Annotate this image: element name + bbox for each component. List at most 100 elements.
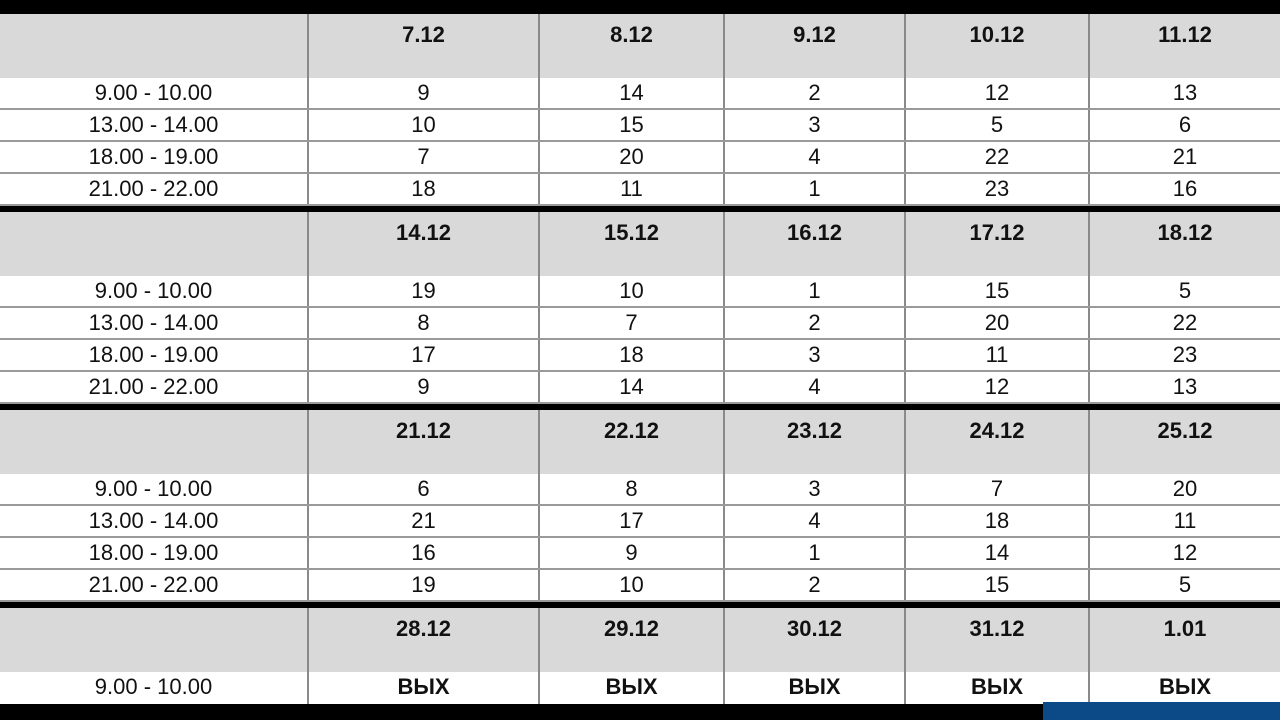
value-cell[interactable]: 12 xyxy=(906,78,1090,108)
date-header-cell[interactable]: 1.01 xyxy=(1163,616,1207,641)
date-header-cell[interactable]: 18.12 xyxy=(1157,220,1213,245)
time-slot-cell[interactable]: 13.00 - 14.00 xyxy=(0,110,309,140)
value-cell[interactable]: 23 xyxy=(906,174,1090,204)
time-slot-cell[interactable]: 18.00 - 19.00 xyxy=(0,142,309,172)
value-cell[interactable]: 19 xyxy=(309,276,540,306)
value-cell[interactable]: 6 xyxy=(1178,112,1192,137)
time-slot-cell[interactable]: 18.00 - 19.00 xyxy=(0,538,309,568)
value-cell[interactable]: 20 xyxy=(1172,476,1198,501)
date-header-cell[interactable]: 28.12 xyxy=(309,608,540,672)
value-cell[interactable]: 8 xyxy=(309,308,540,338)
time-slot-cell[interactable]: 9.00 - 10.00 xyxy=(0,78,309,108)
value-cell[interactable]: 9 xyxy=(309,372,540,402)
value-cell[interactable]: 11 xyxy=(1173,508,1197,533)
date-header-cell[interactable]: 16.12 xyxy=(725,212,906,276)
time-slot-cell[interactable]: 9.00 - 10.00 xyxy=(0,276,309,306)
value-cell[interactable]: 2 xyxy=(725,308,906,338)
date-header-cell[interactable]: 14.12 xyxy=(309,212,540,276)
value-cell[interactable]: 7 xyxy=(309,142,540,172)
corner-cell[interactable] xyxy=(0,410,309,474)
value-cell[interactable]: 14 xyxy=(540,372,725,402)
value-cell[interactable]: 15 xyxy=(906,276,1090,306)
date-header-cell[interactable]: 31.12 xyxy=(906,608,1090,672)
value-cell[interactable]: 17 xyxy=(540,506,725,536)
value-cell[interactable]: ВЫХ xyxy=(540,672,725,704)
value-cell[interactable]: 10 xyxy=(309,110,540,140)
value-cell[interactable]: 10 xyxy=(540,570,725,600)
value-cell[interactable]: 4 xyxy=(725,506,906,536)
time-slot-cell[interactable]: 13.00 - 14.00 xyxy=(0,506,309,536)
value-cell[interactable]: 9 xyxy=(540,538,725,568)
value-cell[interactable]: 3 xyxy=(725,110,906,140)
value-cell[interactable]: 14 xyxy=(906,538,1090,568)
value-cell[interactable]: 7 xyxy=(906,474,1090,504)
date-header-cell[interactable]: 29.12 xyxy=(540,608,725,672)
value-cell[interactable]: 4 xyxy=(725,372,906,402)
date-header-cell[interactable]: 8.12 xyxy=(540,14,725,78)
date-header-cell[interactable]: 10.12 xyxy=(906,14,1090,78)
value-cell[interactable]: 3 xyxy=(725,474,906,504)
value-cell[interactable]: 20 xyxy=(540,142,725,172)
date-header-cell[interactable]: 17.12 xyxy=(906,212,1090,276)
value-cell[interactable]: 1 xyxy=(725,174,906,204)
value-cell[interactable]: 22 xyxy=(1172,310,1198,335)
value-cell[interactable]: 8 xyxy=(540,474,725,504)
time-slot-cell[interactable]: 21.00 - 22.00 xyxy=(0,372,309,402)
value-cell[interactable]: 9 xyxy=(309,78,540,108)
value-cell[interactable]: ВЫХ xyxy=(906,672,1090,704)
value-cell[interactable]: 12 xyxy=(1172,540,1198,565)
time-slot-cell[interactable]: 13.00 - 14.00 xyxy=(0,308,309,338)
value-cell[interactable]: 10 xyxy=(540,276,725,306)
corner-cell[interactable] xyxy=(0,608,309,672)
value-cell[interactable]: 18 xyxy=(906,506,1090,536)
value-cell[interactable]: 5 xyxy=(1178,572,1192,597)
value-cell[interactable]: 18 xyxy=(540,340,725,370)
time-slot-cell[interactable]: 9.00 - 10.00 xyxy=(0,672,309,704)
value-cell[interactable]: 17 xyxy=(309,340,540,370)
corner-cell[interactable] xyxy=(0,212,309,276)
value-cell[interactable]: 20 xyxy=(906,308,1090,338)
value-cell[interactable]: 14 xyxy=(540,78,725,108)
value-cell[interactable]: ВЫХ xyxy=(1158,674,1212,699)
value-cell[interactable]: 6 xyxy=(309,474,540,504)
value-cell[interactable]: 2 xyxy=(725,78,906,108)
date-header-cell[interactable]: 15.12 xyxy=(540,212,725,276)
value-cell[interactable]: 21 xyxy=(1172,144,1198,169)
value-cell[interactable]: 2 xyxy=(725,570,906,600)
date-header-cell[interactable]: 9.12 xyxy=(725,14,906,78)
value-cell[interactable]: 1 xyxy=(725,276,906,306)
value-cell[interactable]: 19 xyxy=(309,570,540,600)
date-header-cell[interactable]: 7.12 xyxy=(309,14,540,78)
date-header-cell[interactable]: 21.12 xyxy=(309,410,540,474)
value-cell[interactable]: 21 xyxy=(309,506,540,536)
date-header-cell[interactable]: 30.12 xyxy=(725,608,906,672)
value-cell[interactable]: 11 xyxy=(540,174,725,204)
date-header-cell[interactable]: 25.12 xyxy=(1157,418,1213,443)
time-slot-cell[interactable]: 21.00 - 22.00 xyxy=(0,570,309,600)
value-cell[interactable]: 5 xyxy=(906,110,1090,140)
value-cell[interactable]: 3 xyxy=(725,340,906,370)
time-slot-cell[interactable]: 18.00 - 19.00 xyxy=(0,340,309,370)
value-cell[interactable]: 23 xyxy=(1172,342,1198,367)
value-cell[interactable]: 4 xyxy=(725,142,906,172)
value-cell[interactable]: ВЫХ xyxy=(725,672,906,704)
value-cell[interactable]: 16 xyxy=(309,538,540,568)
value-cell[interactable]: 15 xyxy=(540,110,725,140)
date-header-cell[interactable]: 23.12 xyxy=(725,410,906,474)
value-cell[interactable]: 7 xyxy=(540,308,725,338)
value-cell[interactable]: ВЫХ xyxy=(309,672,540,704)
value-cell[interactable]: 16 xyxy=(1172,176,1198,201)
date-header-cell[interactable]: 22.12 xyxy=(540,410,725,474)
value-cell[interactable]: 5 xyxy=(1178,278,1192,303)
time-slot-cell[interactable]: 21.00 - 22.00 xyxy=(0,174,309,204)
value-cell[interactable]: 18 xyxy=(309,174,540,204)
date-header-cell[interactable]: 24.12 xyxy=(906,410,1090,474)
value-cell[interactable]: 11 xyxy=(906,340,1090,370)
value-cell[interactable]: 22 xyxy=(906,142,1090,172)
value-cell[interactable]: 13 xyxy=(1172,374,1198,399)
value-cell[interactable]: 15 xyxy=(906,570,1090,600)
value-cell[interactable]: 13 xyxy=(1172,80,1198,105)
date-header-cell[interactable]: 11.12 xyxy=(1158,22,1212,47)
time-slot-cell[interactable]: 9.00 - 10.00 xyxy=(0,474,309,504)
corner-cell[interactable] xyxy=(0,14,309,78)
